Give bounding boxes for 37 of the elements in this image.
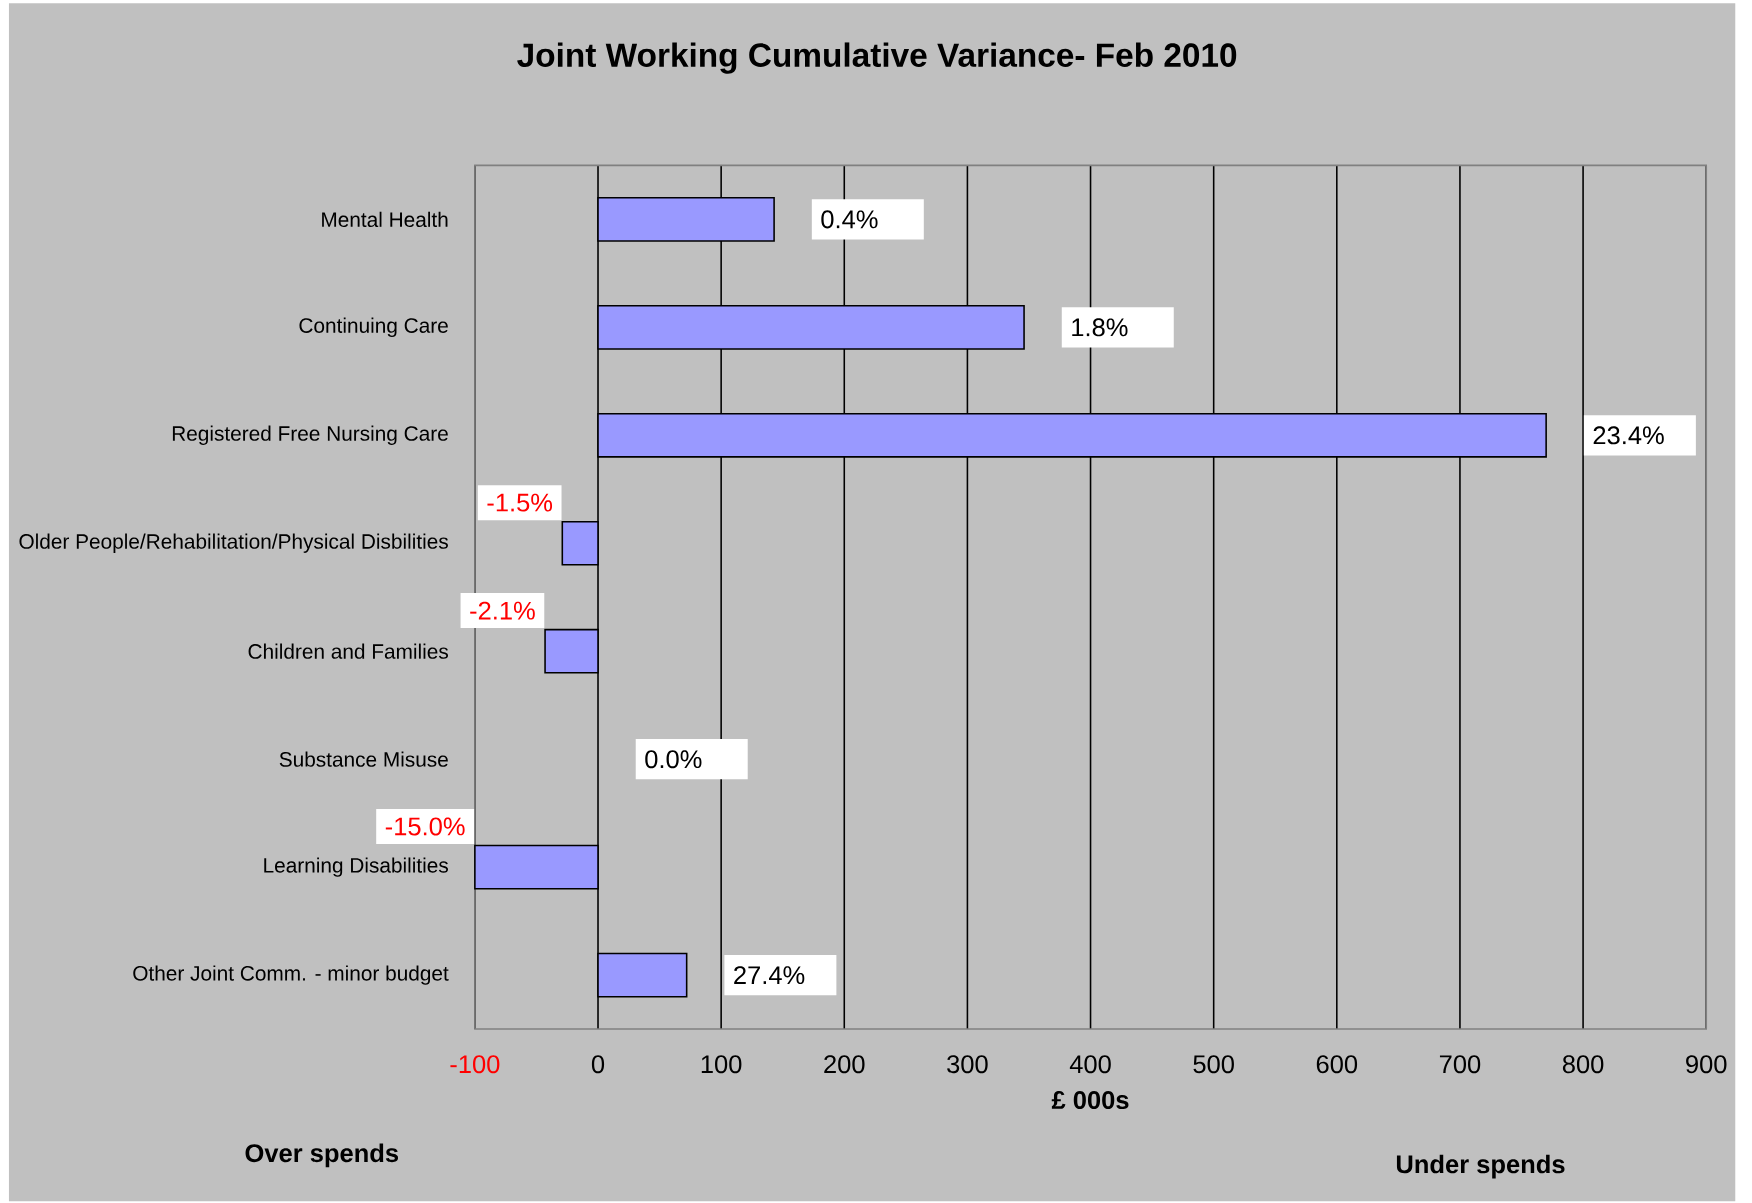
- x-tick-label: -100: [450, 1054, 500, 1074]
- y-tick-label: Children and Families: [248, 643, 449, 659]
- text: Under spends: [1396, 1154, 1565, 1179]
- bar: [597, 952, 688, 998]
- y-tick-label: Older People/Rehabilitation/Physical Disbilities: [19, 533, 448, 553]
- annotation: -15.0%: [385, 817, 465, 836]
- x-tick-label: 200: [824, 1054, 865, 1074]
- bar: [597, 412, 1547, 458]
- y-tick-label: Substance Misuse: [279, 751, 448, 767]
- y-tick-label: Continuing Care: [299, 317, 448, 337]
- x-tick-label: 600: [1316, 1054, 1358, 1074]
- annotation: -1.5%: [487, 493, 553, 512]
- bar: [597, 196, 775, 242]
- bar: [561, 520, 599, 566]
- x-tick-label: 100: [701, 1054, 742, 1074]
- annotation: 27.4%: [734, 965, 805, 984]
- chart-title: Joint Working Cumulative Variance- Feb 2010: [517, 42, 1237, 74]
- x-tick-label: 400: [1069, 1054, 1111, 1074]
- y-tick-label: Registered Free Nursing Care: [172, 425, 448, 445]
- text: Over spends: [245, 1143, 399, 1168]
- annotation: 0.4%: [821, 210, 878, 229]
- annotation: 1.8%: [1072, 318, 1128, 337]
- x-tick-label: 900: [1686, 1054, 1727, 1074]
- x-tick-label: 500: [1193, 1054, 1234, 1074]
- x-tick-label: 0: [591, 1054, 605, 1074]
- x-axis-title: £ 000s: [1051, 1090, 1129, 1109]
- annotation: 0.0%: [645, 749, 702, 769]
- bar: [544, 628, 599, 674]
- annotation: 23.4%: [1593, 426, 1664, 445]
- x-tick-label: 300: [947, 1054, 988, 1074]
- y-tick-label: Other Joint Comm. - minor budget: [133, 965, 449, 985]
- y-tick-label: Learning Disabilities: [264, 857, 449, 877]
- x-tick-label: 800: [1562, 1054, 1604, 1074]
- y-tick-label: Mental Health: [322, 211, 448, 227]
- bar: [597, 304, 1025, 350]
- annotation: -2.1%: [470, 601, 535, 620]
- x-tick-label: 700: [1439, 1054, 1481, 1074]
